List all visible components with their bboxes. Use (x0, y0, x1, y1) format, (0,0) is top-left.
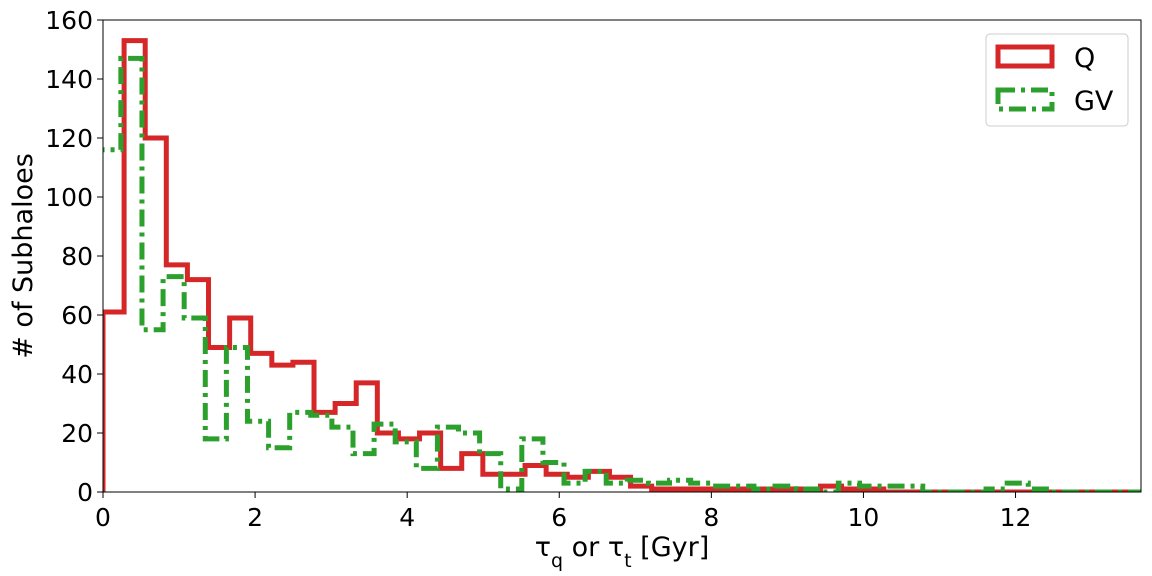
x-tick-label: 6 (551, 503, 567, 532)
legend-swatch-q (995, 44, 1055, 69)
y-tick-label: 0 (77, 478, 93, 507)
x-tick-label: 0 (95, 503, 111, 532)
series-gv-line (103, 55, 1141, 492)
plot-background (103, 20, 1141, 492)
y-axis-label: # of Subhaloes (8, 153, 39, 359)
legend-label-gv: GV (1074, 86, 1114, 117)
y-tick-label: 120 (45, 124, 93, 153)
legend-swatch-gv (995, 87, 1055, 112)
legend-label-q: Q (1074, 43, 1095, 74)
x-tick-label: 10 (848, 503, 880, 532)
x-tick-label: 8 (703, 503, 719, 532)
legend: Q GV (985, 33, 1129, 127)
x-label-sub-t: t (624, 550, 631, 572)
x-tick-label: 4 (399, 503, 415, 532)
y-tick-label: 140 (45, 65, 93, 94)
y-tick-label: 100 (45, 183, 93, 212)
x-axis-label: τq or τt [Gyr] (535, 532, 709, 572)
y-axis-ticks: 0 20 40 60 80 100 120 140 160 (45, 6, 103, 507)
y-tick-label: 40 (61, 360, 93, 389)
x-tick-label: 12 (1000, 503, 1032, 532)
y-tick-label: 60 (61, 301, 93, 330)
series-q-line (103, 38, 1138, 492)
series-layer (103, 38, 1141, 492)
y-tick-label: 20 (61, 419, 93, 448)
legend-box (985, 33, 1129, 127)
x-tick-label: 2 (247, 503, 263, 532)
y-tick-label: 80 (61, 242, 93, 271)
x-label-sub-q: q (551, 550, 563, 572)
y-tick-label: 160 (45, 6, 93, 35)
x-axis-ticks: 0 2 4 6 8 10 12 (95, 492, 1031, 532)
